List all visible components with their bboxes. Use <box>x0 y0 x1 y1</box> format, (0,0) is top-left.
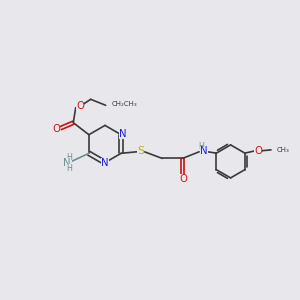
Text: H: H <box>67 153 72 162</box>
Text: H: H <box>67 164 72 173</box>
Text: H: H <box>198 142 204 152</box>
Text: N: N <box>119 129 127 139</box>
Text: N: N <box>200 146 208 157</box>
Text: CH₃: CH₃ <box>276 147 289 153</box>
Text: N: N <box>63 158 70 168</box>
Text: S: S <box>137 146 144 157</box>
Text: O: O <box>76 101 84 111</box>
Text: O: O <box>52 124 61 134</box>
Text: O: O <box>254 146 262 156</box>
Text: N: N <box>101 158 109 168</box>
Text: CH₂CH₃: CH₂CH₃ <box>112 101 137 107</box>
Text: O: O <box>179 174 187 184</box>
